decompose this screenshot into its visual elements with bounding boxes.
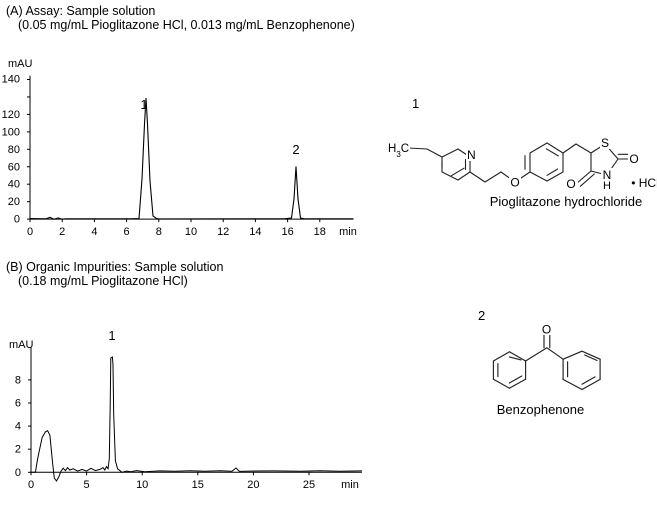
svg-text:mAU: mAU — [8, 58, 33, 70]
svg-text:4: 4 — [91, 226, 97, 238]
svg-text:20: 20 — [247, 479, 259, 491]
svg-text:N: N — [467, 148, 476, 162]
svg-text:2: 2 — [478, 308, 485, 323]
svg-text:6: 6 — [124, 226, 130, 238]
svg-text:80: 80 — [8, 144, 20, 156]
svg-text:• HCl: • HCl — [631, 176, 657, 190]
svg-text:O: O — [510, 176, 519, 190]
svg-text:0: 0 — [15, 467, 21, 479]
svg-text:0: 0 — [27, 226, 33, 238]
svg-text:14: 14 — [249, 226, 261, 238]
svg-text:10: 10 — [185, 226, 197, 238]
svg-text:S: S — [601, 136, 609, 150]
svg-text:40: 40 — [8, 179, 20, 191]
svg-text:O: O — [629, 152, 638, 166]
svg-text:60: 60 — [8, 161, 20, 173]
svg-text:18: 18 — [314, 226, 326, 238]
svg-text:20: 20 — [8, 196, 20, 208]
svg-text:1: 1 — [140, 97, 147, 112]
svg-text:10: 10 — [136, 479, 148, 491]
svg-text:12: 12 — [217, 226, 229, 238]
svg-text:100: 100 — [2, 126, 20, 138]
svg-text:120: 120 — [2, 109, 20, 121]
svg-text:140: 140 — [2, 74, 20, 86]
svg-text:16: 16 — [281, 226, 293, 238]
svg-text:min: min — [339, 226, 357, 238]
svg-text:0: 0 — [14, 214, 20, 226]
svg-text:2: 2 — [59, 226, 65, 238]
svg-text:mAU: mAU — [9, 339, 34, 351]
svg-text:Benzophenone: Benzophenone — [497, 402, 584, 417]
svg-text:5: 5 — [84, 479, 90, 491]
svg-text:2: 2 — [292, 142, 299, 157]
svg-text:15: 15 — [192, 479, 204, 491]
svg-text:8: 8 — [156, 226, 162, 238]
svg-text:4: 4 — [15, 421, 21, 433]
svg-text:8: 8 — [15, 374, 21, 386]
svg-text:2: 2 — [15, 444, 21, 456]
svg-text:H: H — [603, 180, 611, 192]
svg-text:6: 6 — [15, 398, 21, 410]
svg-text:Pioglitazone hydrochloride: Pioglitazone hydrochloride — [490, 194, 642, 209]
svg-text:0: 0 — [28, 479, 34, 491]
svg-text:O: O — [566, 177, 575, 191]
svg-text:25: 25 — [303, 479, 315, 491]
svg-text:min: min — [341, 479, 359, 491]
svg-text:1: 1 — [412, 96, 419, 111]
svg-text:1: 1 — [108, 328, 115, 343]
svg-text:O: O — [542, 323, 551, 337]
